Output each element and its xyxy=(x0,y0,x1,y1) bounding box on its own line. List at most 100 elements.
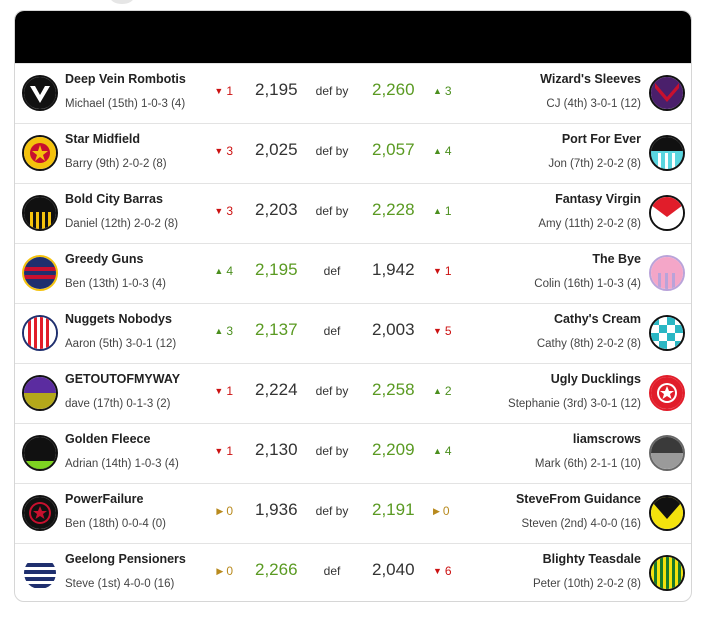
arrow-down-icon: ▼ xyxy=(214,86,224,96)
arrow-up-icon: ▲ xyxy=(214,326,224,336)
away-team-name[interactable]: Port For Ever xyxy=(561,132,641,146)
away-team-name[interactable]: Blighty Teasdale xyxy=(542,552,641,566)
match-result: def by xyxy=(315,144,349,158)
fixture-header xyxy=(15,11,691,63)
match-row[interactable]: Star Midfield Barry (9th) 2-0-2 (8) ▼ 3 2… xyxy=(15,123,691,183)
black-teal-stripes-guernsey-icon xyxy=(649,135,685,171)
arrow-right-icon: ▶ xyxy=(433,506,440,516)
away-team-record: Steven (2nd) 4-0-0 (16) xyxy=(521,518,641,530)
arrow-right-icon: ▶ xyxy=(216,506,224,516)
away-score: 2,040 xyxy=(372,560,415,579)
arrow-up-icon: ▲ xyxy=(214,266,224,276)
away-team-name[interactable]: Wizard's Sleeves xyxy=(540,72,641,86)
match-row[interactable]: Nuggets Nobodys Aaron (5th) 3-0-1 (12) ▲… xyxy=(15,303,691,363)
match-result: def xyxy=(323,564,341,578)
away-score: 2,003 xyxy=(372,320,415,339)
away-rank-change: ▲ 4 xyxy=(433,444,452,458)
home-team-name[interactable]: Greedy Guns xyxy=(65,252,144,266)
home-team-record: Adrian (14th) 1-0-3 (4) xyxy=(65,458,179,470)
arrow-up-icon: ▲ xyxy=(433,446,442,456)
home-rank-change: ▼ 3 xyxy=(214,144,233,158)
match-row[interactable]: Bold City Barras Daniel (12th) 2-0-2 (8)… xyxy=(15,183,691,243)
arrow-down-icon: ▼ xyxy=(214,446,224,456)
home-rank-change: ▼ 1 xyxy=(214,384,233,398)
match-result: def xyxy=(323,324,341,338)
away-rank-change: ▼ 5 xyxy=(433,324,452,338)
match-result: def xyxy=(323,264,341,278)
home-team-name[interactable]: PowerFailure xyxy=(65,492,144,506)
home-team-record: Ben (18th) 0-0-4 (0) xyxy=(65,518,166,530)
purple-olive-guernsey-icon xyxy=(22,375,58,411)
away-team-name[interactable]: Ugly Ducklings xyxy=(550,372,641,386)
home-rank-change: ▼ 3 xyxy=(214,204,233,218)
red-white-sash-guernsey-icon xyxy=(649,195,685,231)
black-yellow-v-guernsey-icon xyxy=(649,495,685,531)
navy-red-hoops-guernsey-icon xyxy=(22,255,58,291)
away-team-record: Jon (7th) 2-0-2 (8) xyxy=(548,158,641,170)
home-team-name[interactable]: Nuggets Nobodys xyxy=(65,312,172,326)
red-star-guernsey-icon xyxy=(649,375,685,411)
away-score: 1,942 xyxy=(372,260,415,279)
home-team-name[interactable]: Bold City Barras xyxy=(65,192,163,206)
home-team-name[interactable]: Geelong Pensioners xyxy=(65,552,186,566)
home-score: 2,195 xyxy=(255,80,298,99)
match-row[interactable]: Geelong Pensioners Steve (1st) 4-0-0 (16… xyxy=(15,543,691,601)
away-team-record: Amy (11th) 2-0-2 (8) xyxy=(538,218,641,230)
away-rank-change: ▲ 2 xyxy=(433,384,452,398)
arrow-down-icon: ▼ xyxy=(433,266,442,276)
away-score: 2,057 xyxy=(372,140,415,159)
away-rank-change: ▲ 4 xyxy=(433,144,452,158)
match-row[interactable]: Golden Fleece Adrian (14th) 1-0-3 (4) ▼ 1… xyxy=(15,423,691,483)
away-rank-change: ▼ 1 xyxy=(433,264,452,278)
home-team-name[interactable]: Golden Fleece xyxy=(65,432,151,446)
match-row[interactable]: Greedy Guns Ben (13th) 1-0-3 (4) ▲ 4 2,19… xyxy=(15,243,691,303)
home-team-record: Daniel (12th) 2-0-2 (8) xyxy=(65,218,179,230)
match-result: def by xyxy=(315,504,349,518)
match-row[interactable]: PowerFailure Ben (18th) 0-0-4 (0) ▶ 0 1,9… xyxy=(15,483,691,543)
purple-red-chevron-guernsey-icon xyxy=(649,75,685,111)
arrow-up-icon: ▲ xyxy=(433,146,442,156)
away-score: 2,228 xyxy=(372,200,415,219)
home-score: 2,266 xyxy=(255,560,298,579)
grey-guernsey-icon xyxy=(649,435,685,471)
away-team-record: CJ (4th) 3-0-1 (12) xyxy=(546,98,641,110)
home-team-record: dave (17th) 0-1-3 (2) xyxy=(65,398,171,410)
home-team-name[interactable]: Deep Vein Rombotis xyxy=(65,72,186,86)
green-gold-stripes-guernsey-icon xyxy=(649,555,685,591)
black-white-v-guernsey-icon xyxy=(22,75,58,111)
away-team-record: Cathy (8th) 2-0-2 (8) xyxy=(536,338,641,350)
away-team-name[interactable]: liamscrows xyxy=(572,432,641,446)
home-team-record: Barry (9th) 2-0-2 (8) xyxy=(65,158,167,170)
home-rank-change: ▶ 0 xyxy=(216,504,233,518)
away-team-record: Stephanie (3rd) 3-0-1 (12) xyxy=(508,398,641,410)
away-team-name[interactable]: Fantasy Virgin xyxy=(555,192,641,206)
top-decoration xyxy=(110,0,134,4)
teal-white-check-guernsey-icon xyxy=(649,315,685,351)
home-rank-change: ▼ 1 xyxy=(214,84,233,98)
black-green-guernsey-icon xyxy=(22,435,58,471)
red-white-stripes-guernsey-icon xyxy=(22,315,58,351)
match-result: def by xyxy=(315,444,349,458)
match-row[interactable]: Deep Vein Rombotis Michael (15th) 1-0-3 … xyxy=(15,63,691,123)
home-team-name[interactable]: GETOUTOFMYWAY xyxy=(65,372,181,386)
home-score: 2,130 xyxy=(255,440,298,459)
match-row[interactable]: GETOUTOFMYWAY dave (17th) 0-1-3 (2) ▼ 1 2… xyxy=(15,363,691,423)
away-team-name[interactable]: Cathy's Cream xyxy=(553,312,641,326)
away-score: 2,209 xyxy=(372,440,415,459)
away-score: 2,260 xyxy=(372,80,415,99)
away-team-record: Mark (6th) 2-1-1 (10) xyxy=(534,458,641,470)
arrow-down-icon: ▼ xyxy=(214,206,224,216)
away-team-name[interactable]: SteveFrom Guidance xyxy=(515,492,641,506)
home-team-name[interactable]: Star Midfield xyxy=(65,132,141,146)
match-result: def by xyxy=(315,384,349,398)
home-score: 1,936 xyxy=(255,500,298,519)
home-team-record: Aaron (5th) 3-0-1 (12) xyxy=(65,338,177,350)
black-red-star-guernsey-icon xyxy=(22,495,58,531)
arrow-down-icon: ▼ xyxy=(433,326,442,336)
away-score: 2,258 xyxy=(372,380,415,399)
home-score: 2,203 xyxy=(255,200,298,219)
arrow-down-icon: ▼ xyxy=(214,386,224,396)
away-rank-change: ▲ 3 xyxy=(433,84,452,98)
away-score: 2,191 xyxy=(372,500,415,519)
away-team-name[interactable]: The Bye xyxy=(592,252,641,266)
